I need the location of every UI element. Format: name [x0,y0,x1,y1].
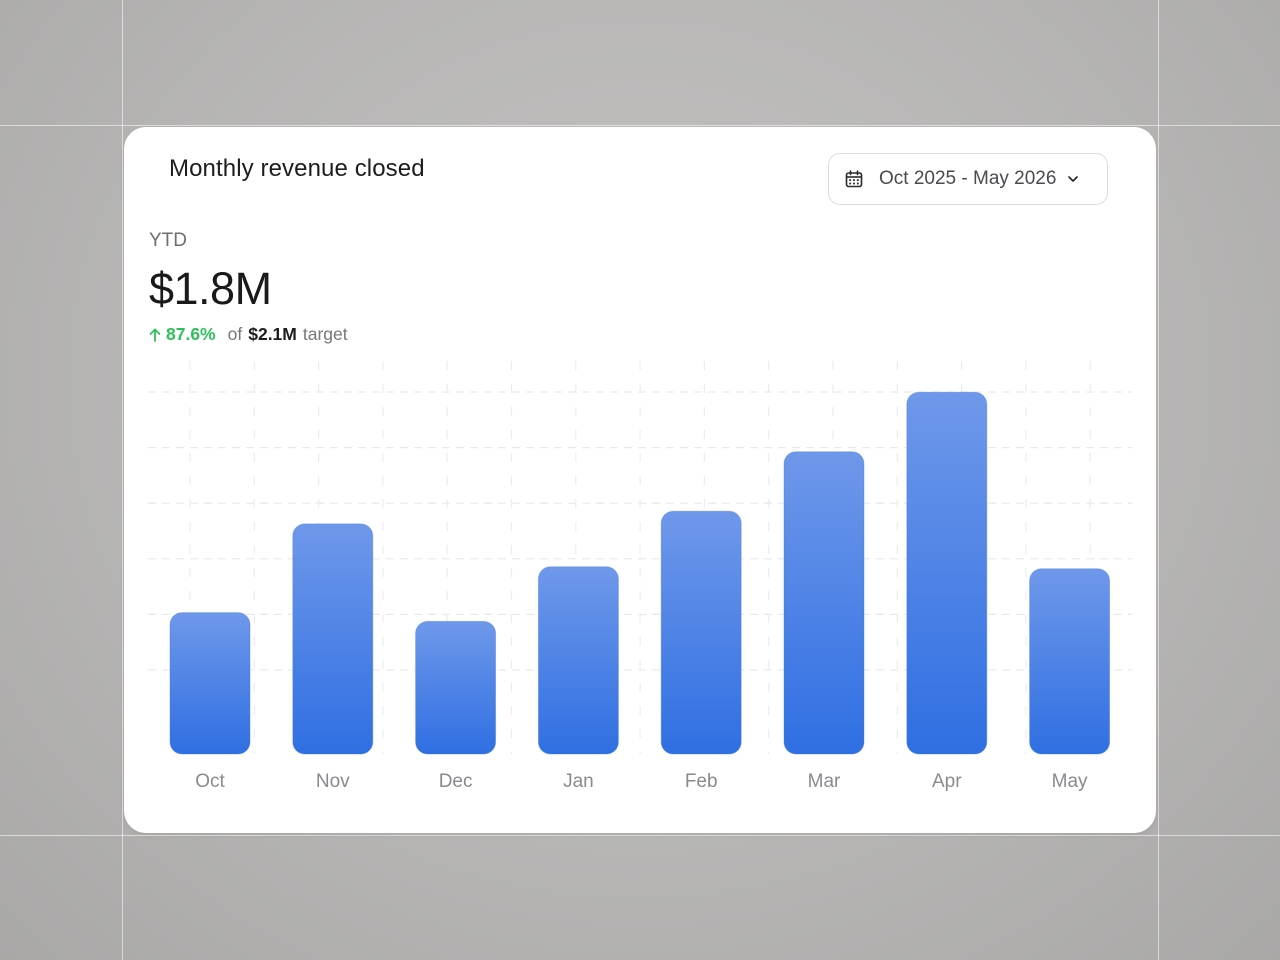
bar-dec[interactable] [415,620,497,755]
target-progress: 87.6% of $2.1M target [148,324,348,345]
bar-may[interactable] [1029,568,1111,755]
bar-feb[interactable] [660,510,742,755]
bar-oct[interactable] [169,612,251,755]
revenue-card: Monthly revenue closed Oct 2025 - May 20… [124,127,1156,833]
change-percent: 87.6% [166,324,216,344]
guide-line-bottom [0,835,1280,836]
x-tick-label: Feb [685,771,718,792]
date-range-button[interactable]: Oct 2025 - May 2026 [828,153,1108,205]
of-text: of [227,324,243,344]
x-tick-label: Dec [439,771,473,792]
x-tick-label: Nov [316,771,350,792]
bar-nov[interactable] [292,523,374,755]
date-range-label: Oct 2025 - May 2026 [879,168,1057,189]
ytd-label: YTD [149,230,187,251]
guide-line-right [1158,0,1159,960]
chart-x-axis: Oct Nov Dec Jan Feb Mar Apr May [195,771,1088,792]
x-tick-label: Oct [195,771,225,792]
x-tick-label: Jan [563,771,594,792]
target-text: target [302,324,348,344]
guide-line-top [0,125,1280,126]
guide-line-left [122,0,123,960]
arrow-up-icon [148,327,162,343]
x-tick-label: May [1052,771,1088,792]
bar-mar[interactable] [783,451,865,755]
chevron-down-icon [1066,172,1080,186]
x-tick-label: Mar [808,771,841,792]
x-tick-label: Apr [932,771,962,792]
target-value: $2.1M [248,324,297,344]
bar-jan[interactable] [537,566,619,755]
bar-apr[interactable] [906,391,988,755]
chart-bars [169,391,1111,755]
card-title: Monthly revenue closed [169,155,425,182]
ytd-value: $1.8M [149,263,272,314]
calendar-icon [845,170,863,188]
revenue-bar-chart: Oct Nov Dec Jan Feb Mar Apr May [148,361,1132,792]
